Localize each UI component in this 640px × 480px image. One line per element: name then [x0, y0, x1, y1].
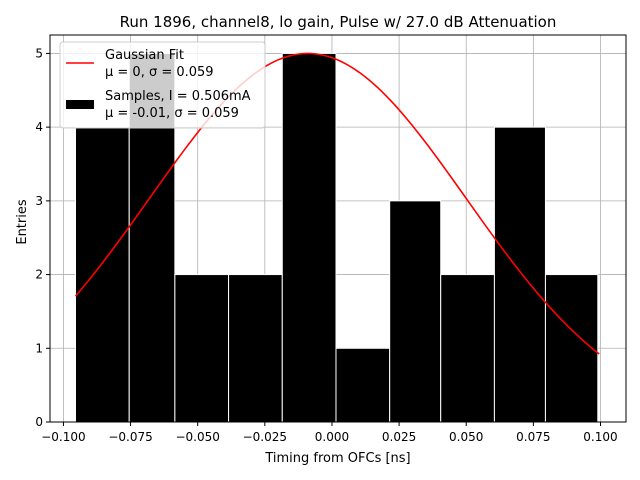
- x-tick-label: 0.050: [449, 430, 483, 444]
- histogram-bar: [75, 126, 130, 423]
- chart-title: Run 1896, channel8, lo gain, Pulse w/ 27…: [120, 13, 557, 31]
- legend-fit-stats: μ = 0, σ = 0.059: [105, 65, 214, 80]
- histogram-bar: [174, 274, 230, 423]
- x-tick-label: 0.000: [315, 430, 349, 444]
- y-tick-label: 0: [35, 415, 43, 429]
- x-tick-label: 0.075: [516, 430, 550, 444]
- histogram-bar: [544, 274, 599, 423]
- legend-fit-label: Gaussian Fit: [105, 48, 184, 63]
- histogram-bar: [389, 200, 442, 423]
- y-tick-label: 4: [35, 120, 43, 134]
- legend: Gaussian Fit μ = 0, σ = 0.059 Samples, I…: [59, 41, 266, 129]
- legend-samples-label: Samples, I = 0.506mA: [105, 89, 251, 104]
- x-tick-label: −0.075: [108, 430, 152, 444]
- histogram-bar: [440, 274, 495, 423]
- fit-curve: [74, 52, 600, 355]
- legend-samples-stats: μ = -0.01, σ = 0.059: [105, 106, 239, 121]
- histogram-bar: [281, 52, 337, 423]
- plot-frame: [49, 34, 627, 423]
- x-tick-label: −0.025: [243, 430, 287, 444]
- x-tick-label: −0.100: [41, 430, 85, 444]
- x-axis-label: Timing from OFCs [ns]: [264, 451, 410, 466]
- y-tick-label: 2: [35, 268, 43, 282]
- y-tick-label: 3: [35, 194, 43, 208]
- gaussian-fit: [74, 52, 600, 355]
- histogram-bar: [335, 347, 391, 423]
- legend-box: [59, 41, 266, 129]
- y-axis-label: Entries: [15, 199, 30, 245]
- x-tick-label: 0.100: [583, 430, 617, 444]
- histogram-bar: [493, 126, 546, 423]
- axes: −0.100 −0.075 −0.050 −0.025 0.000 0.025 0.050 0…: [35, 34, 627, 444]
- y-tick-label: 5: [35, 46, 43, 60]
- x-tick-label: 0.025: [382, 430, 416, 444]
- x-tick-label: −0.050: [175, 430, 219, 444]
- legend-samples-swatch: [66, 100, 94, 109]
- histogram-bar: [228, 274, 283, 423]
- y-tick-label: 1: [35, 341, 43, 355]
